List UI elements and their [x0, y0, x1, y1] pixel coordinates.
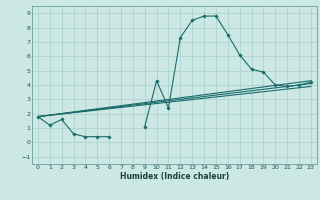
X-axis label: Humidex (Indice chaleur): Humidex (Indice chaleur)	[120, 172, 229, 181]
